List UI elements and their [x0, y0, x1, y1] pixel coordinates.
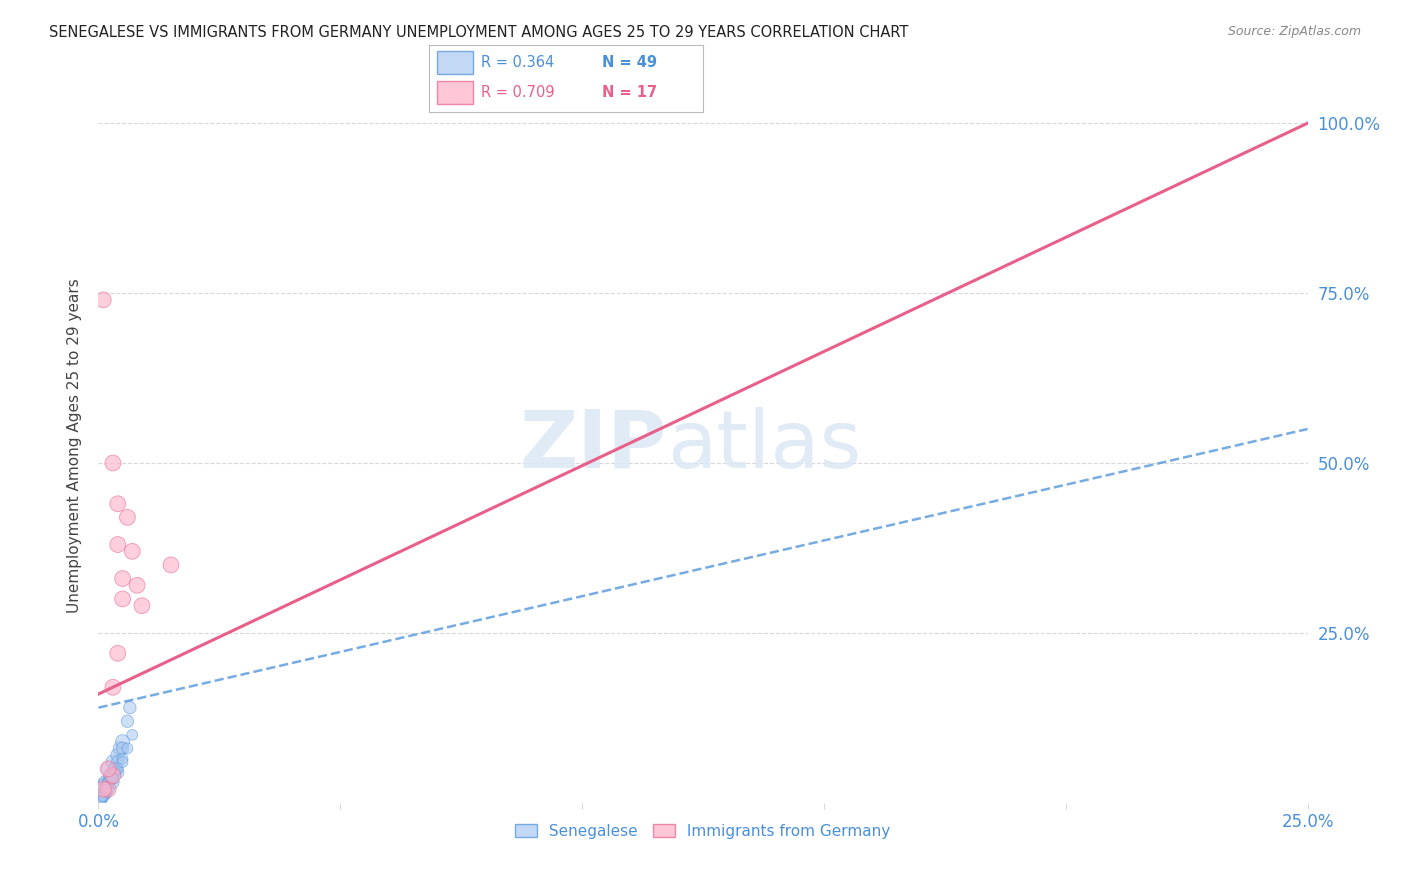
Point — [94, 786, 117, 800]
Point — [97, 762, 120, 776]
Point — [107, 762, 129, 776]
Y-axis label: Unemployment Among Ages 25 to 29 years: Unemployment Among Ages 25 to 29 years — [66, 278, 82, 614]
Point — [101, 456, 124, 470]
Text: N = 17: N = 17 — [602, 86, 657, 100]
Point — [104, 762, 127, 776]
Point — [107, 748, 129, 763]
Point — [107, 755, 129, 769]
Point — [94, 775, 117, 789]
Text: R = 0.709: R = 0.709 — [481, 86, 554, 100]
FancyBboxPatch shape — [437, 81, 472, 104]
Point — [90, 789, 112, 803]
Point — [91, 789, 114, 803]
Point — [104, 762, 127, 776]
Point — [101, 755, 124, 769]
Point — [101, 769, 124, 783]
Point — [101, 775, 124, 789]
Point — [91, 786, 114, 800]
Text: ZIP: ZIP — [519, 407, 666, 485]
Point — [97, 782, 120, 797]
Point — [107, 537, 129, 551]
Point — [108, 741, 131, 756]
Point — [91, 789, 114, 803]
Point — [160, 558, 183, 572]
Point — [117, 714, 139, 729]
Point — [97, 782, 120, 797]
Text: R = 0.364: R = 0.364 — [481, 55, 554, 70]
Point — [100, 772, 122, 786]
Point — [101, 769, 124, 783]
Point — [97, 762, 120, 776]
Point — [90, 792, 112, 806]
Point — [97, 779, 120, 793]
Point — [111, 734, 134, 748]
Point — [117, 741, 139, 756]
Point — [107, 497, 129, 511]
Point — [97, 775, 120, 789]
Point — [94, 782, 117, 797]
Point — [90, 782, 112, 797]
Text: N = 49: N = 49 — [602, 55, 657, 70]
Point — [89, 792, 111, 806]
Point — [111, 755, 134, 769]
Point — [90, 790, 112, 805]
Point — [91, 782, 114, 797]
Point — [127, 578, 149, 592]
Point — [90, 789, 112, 803]
Point — [107, 765, 129, 780]
Legend:  Senegalese,  Immigrants from Germany: Senegalese, Immigrants from Germany — [509, 818, 897, 845]
Point — [131, 599, 153, 613]
Point — [121, 728, 143, 742]
Point — [117, 510, 139, 524]
Point — [91, 789, 114, 803]
Point — [111, 572, 134, 586]
Point — [111, 741, 134, 756]
Text: atlas: atlas — [666, 407, 860, 485]
Point — [118, 700, 141, 714]
Point — [91, 782, 114, 797]
Point — [107, 646, 129, 660]
Point — [101, 772, 124, 786]
Point — [91, 293, 114, 307]
Point — [101, 769, 124, 783]
Text: Source: ZipAtlas.com: Source: ZipAtlas.com — [1227, 25, 1361, 38]
Point — [121, 544, 143, 558]
Point — [100, 769, 122, 783]
Point — [101, 680, 124, 694]
Point — [111, 591, 134, 606]
Text: SENEGALESE VS IMMIGRANTS FROM GERMANY UNEMPLOYMENT AMONG AGES 25 TO 29 YEARS COR: SENEGALESE VS IMMIGRANTS FROM GERMANY UN… — [49, 25, 908, 40]
Point — [89, 794, 111, 808]
Point — [91, 786, 114, 800]
Point — [97, 782, 120, 797]
Point — [101, 769, 124, 783]
Point — [90, 792, 112, 806]
Point — [94, 786, 117, 800]
Point — [97, 775, 120, 789]
FancyBboxPatch shape — [437, 51, 472, 74]
Point — [104, 765, 127, 780]
Point — [111, 751, 134, 765]
Point — [91, 779, 114, 793]
